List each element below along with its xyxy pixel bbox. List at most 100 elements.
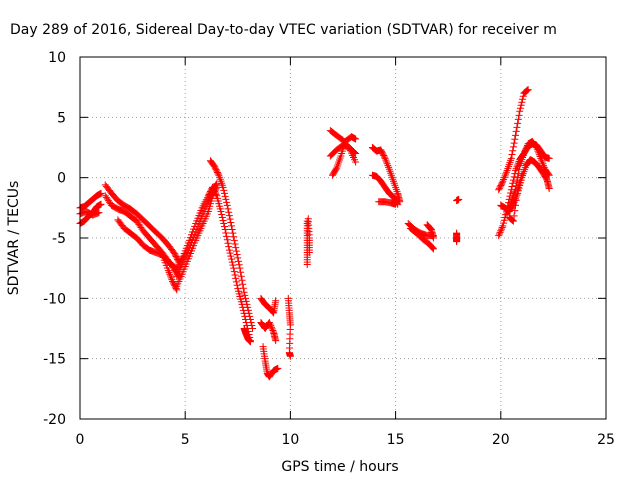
data-point: [239, 303, 247, 311]
data-point: [537, 156, 545, 164]
data-point: [223, 198, 231, 206]
data-point: [514, 119, 522, 127]
data-point: [242, 318, 250, 326]
x-tick-label: 15: [387, 432, 405, 448]
data-point: [516, 104, 524, 112]
data-point: [220, 220, 228, 228]
data-point: [510, 139, 518, 147]
data-point: [164, 267, 172, 275]
data-point: [383, 160, 391, 168]
data-point: [237, 272, 245, 280]
data-point: [229, 229, 237, 237]
data-point: [222, 229, 230, 237]
data-point: [508, 183, 516, 191]
data-point: [518, 171, 526, 179]
data-point: [514, 115, 522, 123]
x-tick-label: 5: [181, 432, 190, 448]
data-point: [536, 153, 544, 161]
data-point: [223, 201, 231, 209]
data-point: [240, 288, 248, 296]
data-point: [507, 154, 515, 162]
data-point: [225, 212, 233, 220]
data-point: [272, 297, 280, 305]
axis-ticks: [79, 56, 607, 420]
data-point: [221, 192, 229, 200]
data-point: [218, 210, 226, 218]
data-point: [533, 145, 541, 153]
data-point: [230, 236, 238, 244]
data-point: [242, 294, 250, 302]
data-point: [523, 143, 531, 151]
data-point: [499, 177, 507, 185]
x-tick-label: 0: [76, 432, 85, 448]
data-point: [225, 243, 233, 251]
data-point: [512, 201, 520, 209]
data-point: [429, 234, 437, 242]
data-point: [426, 224, 434, 232]
data-point: [500, 175, 508, 183]
data-point: [382, 156, 390, 164]
data-point: [225, 246, 233, 254]
data-point: [453, 238, 461, 246]
data-point: [545, 185, 553, 193]
data-point: [520, 150, 528, 158]
data-point: [495, 230, 503, 238]
data-point: [498, 225, 506, 233]
data-point: [429, 245, 437, 253]
data-point: [545, 154, 553, 162]
data-point: [229, 261, 237, 269]
data-point: [509, 147, 517, 155]
data-point: [272, 337, 280, 345]
data-point: [219, 183, 227, 191]
data-point: [351, 149, 359, 157]
data-point: [232, 278, 240, 286]
data-point: [219, 217, 227, 225]
data-point: [509, 217, 517, 225]
x-tick-labels: 0 5 10 15 20 25: [76, 432, 615, 448]
data-point: [384, 162, 392, 170]
data-point: [305, 248, 313, 256]
data-point: [496, 228, 504, 236]
data-point: [240, 309, 248, 317]
data-point: [242, 315, 250, 323]
data-point: [241, 291, 249, 299]
data-point: [516, 107, 524, 115]
data-point: [231, 271, 239, 279]
y-tick-label: 0: [57, 171, 66, 187]
data-point: [515, 166, 523, 174]
data-point: [519, 95, 527, 103]
data-point: [230, 233, 238, 241]
data-point: [166, 270, 174, 278]
data-point: [220, 223, 228, 231]
data-point: [380, 153, 388, 161]
x-axis-label: GPS time / hours: [281, 459, 398, 475]
data-point: [228, 226, 236, 234]
data-point: [512, 196, 520, 204]
data-point: [352, 150, 360, 158]
data-point: [95, 209, 103, 217]
data-point: [498, 224, 506, 232]
data-point: [265, 318, 273, 326]
data-point: [428, 243, 436, 251]
data-point: [509, 217, 517, 225]
data-point: [303, 261, 311, 269]
data-point: [518, 98, 526, 106]
data-point: [236, 264, 244, 272]
data-point: [227, 252, 235, 260]
x-tick-label: 10: [281, 432, 299, 448]
data-point: [234, 254, 242, 262]
y-tick-label: 10: [48, 50, 66, 66]
data-point: [517, 101, 525, 109]
data-point: [269, 327, 277, 335]
data-point: [239, 280, 247, 288]
data-point: [97, 189, 105, 197]
data-point: [268, 325, 276, 333]
x-tick-label: 25: [597, 432, 615, 448]
data-point: [332, 165, 340, 173]
grid-lines: [80, 57, 606, 419]
data-point: [286, 352, 294, 360]
data-point: [224, 239, 232, 247]
data-point: [381, 154, 389, 162]
data-point: [214, 170, 222, 178]
data-point: [515, 111, 523, 119]
